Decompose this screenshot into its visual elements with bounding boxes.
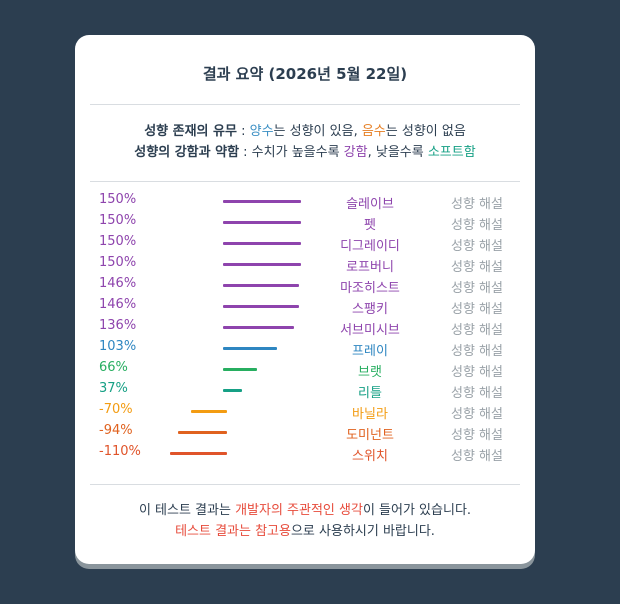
page-title: 결과 요약 (2026년 5월 22일)	[202, 65, 408, 83]
legend-negative: 음수	[361, 124, 386, 139]
result-row: -70% 바닐라 성향 해설	[75, 401, 535, 422]
result-bar	[223, 284, 299, 287]
disclaimer-highlight: 개발자의 주관적인 생각	[235, 503, 363, 518]
result-percent: 150%	[99, 234, 137, 249]
disclaimer-line-1: 이 테스트 결과는 개발자의 주관적인 생각이 들어가 있습니다.	[75, 500, 535, 521]
result-type-name: 스위치	[352, 449, 388, 464]
divider-middle	[90, 181, 520, 182]
legend-positive: 양수	[249, 124, 274, 139]
result-bar	[190, 410, 227, 413]
legend-negative-text: 는 성향이 없음	[385, 124, 466, 139]
result-percent: 150%	[99, 213, 137, 228]
result-row: 150% 로프버니 성향 해설	[75, 254, 535, 275]
result-percent: 136%	[99, 318, 137, 333]
result-type-name: 디그레이디	[340, 239, 400, 254]
result-type-name: 스팽키	[352, 302, 388, 317]
result-row: 146% 스팽키 성향 해설	[75, 296, 535, 317]
result-bar	[169, 452, 227, 455]
type-explanation-link[interactable]: 성향 해설	[451, 218, 503, 233]
type-explanation-link[interactable]: 성향 해설	[451, 407, 503, 422]
result-percent: 150%	[99, 192, 137, 207]
result-row: -94% 도미넌트 성향 해설	[75, 422, 535, 443]
type-explanation-link[interactable]: 성향 해설	[451, 260, 503, 275]
type-explanation-link[interactable]: 성향 해설	[451, 323, 503, 338]
legend-line-presence: 성향 존재의 유무 : 양수는 성향이 있음, 음수는 성향이 없음	[75, 121, 535, 142]
result-percent: 146%	[99, 297, 137, 312]
result-percent: -70%	[99, 402, 133, 417]
divider-top	[90, 104, 520, 105]
disclaimer-highlight: 테스트 결과는 참고용	[175, 524, 291, 539]
result-percent: 66%	[99, 360, 128, 375]
disclaimer: 이 테스트 결과는 개발자의 주관적인 생각이 들어가 있습니다. 테스트 결과…	[75, 500, 535, 542]
result-bar	[178, 431, 227, 434]
result-percent: 103%	[99, 339, 137, 354]
legend-positive-text: 는 성향이 있음,	[273, 124, 362, 139]
legend-strength-label: 성향의 강함과 약함	[134, 145, 240, 160]
disclaimer-line-2: 테스트 결과는 참고용으로 사용하시기 바랍니다.	[75, 521, 535, 542]
result-type-name: 펫	[364, 218, 376, 233]
result-type-name: 도미넌트	[346, 428, 394, 443]
type-explanation-link[interactable]: 성향 해설	[451, 302, 503, 317]
result-bar	[223, 326, 294, 329]
legend-strong: 강함	[343, 145, 368, 160]
result-percent: -110%	[99, 444, 141, 459]
type-explanation-link[interactable]: 성향 해설	[451, 365, 503, 380]
result-bar	[223, 389, 243, 392]
legend-mid: , 낮을수록	[367, 145, 428, 160]
result-percent: 150%	[99, 255, 137, 270]
result-row: 150% 펫 성향 해설	[75, 212, 535, 233]
result-percent: 37%	[99, 381, 128, 396]
type-explanation-link[interactable]: 성향 해설	[451, 239, 503, 254]
result-bar	[223, 347, 277, 350]
type-explanation-link[interactable]: 성향 해설	[451, 428, 503, 443]
result-type-name: 로프버니	[346, 260, 394, 275]
result-row: 150% 디그레이디 성향 해설	[75, 233, 535, 254]
result-card: 결과 요약 (2026년 5월 22일) 성향 존재의 유무 : 양수는 성향이…	[75, 35, 535, 564]
result-bar	[223, 221, 301, 224]
type-explanation-link[interactable]: 성향 해설	[451, 281, 503, 296]
type-explanation-link[interactable]: 성향 해설	[451, 344, 503, 359]
result-bar	[223, 305, 299, 308]
result-type-name: 서브미시브	[340, 323, 400, 338]
legend: 성향 존재의 유무 : 양수는 성향이 있음, 음수는 성향이 없음 성향의 강…	[75, 121, 535, 163]
legend-line-strength: 성향의 강함과 약함 : 수치가 높을수록 강함, 낮을수록 소프트함	[75, 142, 535, 163]
result-type-name: 브랫	[358, 365, 382, 380]
result-row: 146% 마조히스트 성향 해설	[75, 275, 535, 296]
disclaimer-text: 으로 사용하시기 바랍니다.	[290, 524, 435, 539]
result-bar	[223, 263, 301, 266]
legend-strength-sep: : 수치가 높을수록	[239, 145, 344, 160]
divider-bottom	[90, 484, 520, 485]
type-explanation-link[interactable]: 성향 해설	[451, 386, 503, 401]
result-row: 37% 리틀 성향 해설	[75, 380, 535, 401]
result-percent: 146%	[99, 276, 137, 291]
disclaimer-text: 이 들어가 있습니다.	[362, 503, 472, 518]
legend-sep: :	[236, 124, 250, 139]
result-row: -110% 스위치 성향 해설	[75, 443, 535, 464]
result-type-name: 바닐라	[352, 407, 388, 422]
result-row: 150% 슬레이브 성향 해설	[75, 191, 535, 212]
disclaimer-text: 이 테스트 결과는	[138, 503, 236, 518]
result-bar	[223, 200, 301, 203]
legend-presence-label: 성향 존재의 유무	[144, 124, 237, 139]
result-percent: -94%	[99, 423, 133, 438]
result-row: 66% 브랫 성향 해설	[75, 359, 535, 380]
legend-soft: 소프트함	[427, 145, 476, 160]
result-type-name: 마조히스트	[340, 281, 400, 296]
result-bar	[223, 242, 301, 245]
result-type-name: 슬레이브	[346, 197, 394, 212]
results-list: 150% 슬레이브 성향 해설 150% 펫 성향 해설 150% 디그레이디 성향 해설 150…	[75, 191, 535, 464]
type-explanation-link[interactable]: 성향 해설	[451, 449, 503, 464]
result-row: 103% 프레이 성향 해설	[75, 338, 535, 359]
result-type-name: 리틀	[358, 386, 382, 401]
result-row: 136% 서브미시브 성향 해설	[75, 317, 535, 338]
result-type-name: 프레이	[352, 344, 388, 359]
result-bar	[223, 368, 258, 371]
type-explanation-link[interactable]: 성향 해설	[451, 197, 503, 212]
